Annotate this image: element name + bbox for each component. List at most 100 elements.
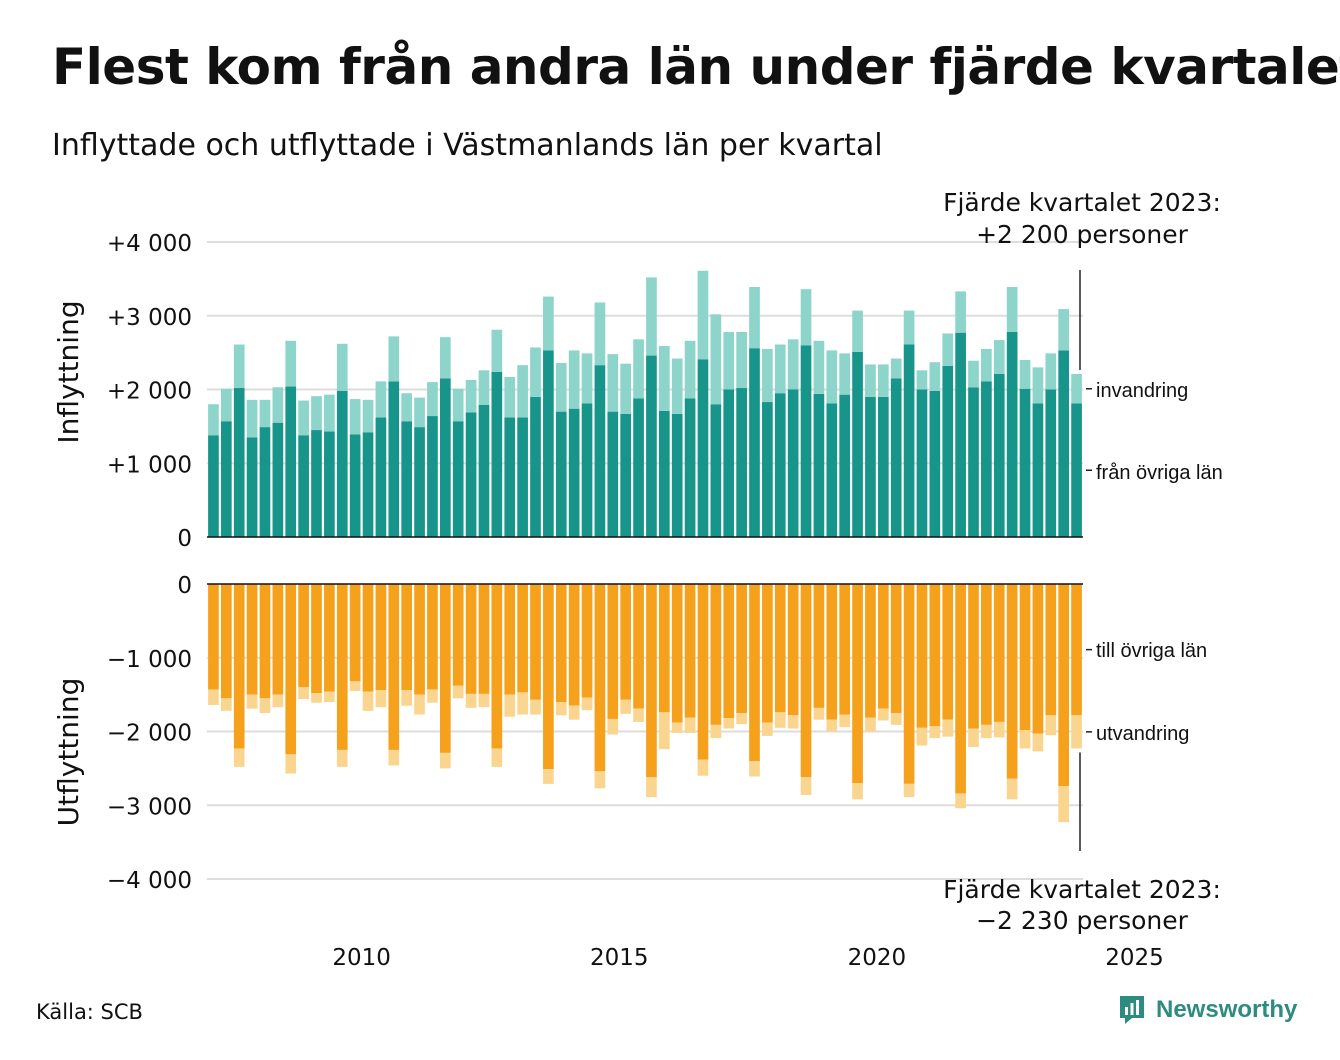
bar-outflow-domestic — [646, 584, 657, 778]
chart-subtitle: Inflyttade och utflyttade i Västmanlands… — [52, 128, 883, 163]
bar-inflow-immigration — [839, 353, 851, 395]
bar-outflow-emigration — [465, 693, 477, 708]
bar-outflow-domestic — [491, 584, 503, 749]
bar-inflow-domestic — [762, 402, 773, 537]
bar-outflow-emigration — [1019, 730, 1031, 749]
bar-inflow-immigration — [285, 340, 297, 387]
bar-outflow-emigration — [246, 694, 258, 709]
bar-inflow-immigration — [1071, 374, 1082, 404]
legend-immigration: invandring — [1096, 380, 1188, 402]
bar-outflow-domestic — [349, 584, 361, 682]
bar-outflow-domestic — [504, 584, 516, 695]
bar-outflow-domestic — [465, 584, 477, 694]
bar-inflow-domestic — [697, 359, 709, 537]
bar-outflow-domestic — [1058, 584, 1070, 787]
bar-outflow-emigration — [452, 685, 464, 699]
bar-inflow-immigration — [620, 363, 632, 414]
bar-outflow-domestic — [478, 584, 490, 694]
bar-inflow-domestic — [1058, 350, 1070, 537]
bar-inflow-domestic — [942, 365, 954, 537]
brand-name: Newsworthy — [1156, 996, 1298, 1023]
bar-inflow-immigration — [903, 310, 915, 345]
bar-inflow-immigration — [465, 379, 477, 413]
bar-outflow-emigration — [877, 708, 889, 721]
bar-outflow-domestic — [246, 584, 258, 695]
bar-inflow-domestic — [903, 344, 915, 537]
bar-outflow-emigration — [710, 724, 722, 739]
bar-inflow-domestic — [517, 417, 528, 537]
bar-inflow-domestic — [491, 371, 503, 537]
bar-outflow-emigration — [349, 681, 361, 691]
bar-outflow-domestic — [375, 584, 387, 691]
bar-outflow-emigration — [555, 702, 567, 716]
bar-inflow-immigration — [633, 339, 644, 399]
bar-inflow-domestic — [452, 421, 464, 537]
bar-outflow-emigration — [427, 689, 438, 703]
bar-inflow-immigration — [568, 350, 580, 409]
bar-inflow-immigration — [1019, 360, 1031, 389]
bar-outflow-domestic — [671, 584, 683, 723]
bar-inflow-immigration — [865, 364, 876, 397]
bar-inflow-domestic — [336, 390, 348, 537]
bar-inflow-domestic — [981, 381, 992, 537]
bar-inflow-immigration — [800, 289, 812, 346]
bar-outflow-domestic — [916, 584, 928, 728]
bar-inflow-domestic — [723, 389, 735, 537]
bar-outflow-emigration — [929, 726, 941, 739]
bar-inflow-immigration — [929, 362, 941, 391]
bar-outflow-domestic — [981, 584, 992, 725]
bar-inflow-immigration — [981, 348, 992, 382]
bar-inflow-domestic — [684, 398, 696, 537]
bar-inflow-immigration — [504, 376, 516, 418]
bar-outflow-domestic — [208, 584, 219, 690]
bar-outflow-domestic — [401, 584, 413, 691]
bar-inflow-domestic — [916, 389, 928, 537]
bar-outflow-emigration — [633, 708, 644, 722]
bar-inflow-domestic — [1071, 403, 1082, 537]
axes: 0 0 +1 000 −1 000 +2 000 −2 000 +3 000 −3 000 +4… — [107, 231, 1164, 971]
bar-inflow-immigration — [581, 353, 593, 404]
bar-outflow-emigration — [233, 748, 245, 767]
bar-outflow-domestic — [684, 584, 696, 718]
bar-outflow-domestic — [903, 584, 915, 784]
bar-outflow-domestic — [787, 584, 799, 716]
ytick-label-inflow: 0 — [177, 526, 192, 552]
bar-inflow-domestic — [929, 390, 941, 537]
bar-outflow-emigration — [942, 719, 954, 737]
bar-outflow-emigration — [968, 728, 979, 747]
bar-outflow-emigration — [208, 689, 219, 705]
bar-inflow-domestic — [220, 421, 232, 537]
bar-inflow-immigration — [530, 347, 541, 397]
annotation-top-line1: Fjärde kvartalet 2023: — [943, 188, 1221, 217]
bar-outflow-emigration — [826, 719, 838, 732]
bar-inflow-immigration — [594, 302, 606, 366]
ytick-label-inflow: +2 000 — [107, 379, 192, 405]
bar-outflow-emigration — [852, 783, 863, 800]
bar-inflow-immigration — [890, 358, 902, 379]
bar-inflow-domestic — [1045, 389, 1057, 537]
bar-outflow-domestic — [865, 584, 876, 718]
bar-outflow-domestic — [620, 584, 632, 700]
bar-outflow-emigration — [890, 713, 902, 725]
bar-outflow-emigration — [272, 694, 284, 708]
bar-outflow-domestic — [852, 584, 863, 784]
bar-inflow-immigration — [1045, 353, 1057, 390]
bar-outflow-domestic — [414, 584, 425, 695]
bar-inflow-domestic — [1006, 331, 1018, 537]
ytick-label-outflow: −2 000 — [107, 721, 192, 747]
bar-inflow-immigration — [439, 337, 451, 379]
bar-inflow-domestic — [736, 388, 747, 537]
bar-outflow-emigration — [581, 697, 593, 711]
ytick-label-outflow: −4 000 — [107, 868, 192, 894]
bar-outflow-emigration — [504, 694, 516, 717]
bar-inflow-domestic — [890, 378, 902, 537]
ytick-label-inflow: +3 000 — [107, 305, 192, 331]
bar-inflow-immigration — [311, 396, 322, 431]
bar-inflow-domestic — [877, 396, 889, 537]
bar-inflow-domestic — [813, 393, 825, 537]
xtick-label: 2010 — [332, 945, 391, 971]
bar-inflow-immigration — [877, 364, 889, 397]
legend-to-other-counties: till övriga län — [1096, 640, 1207, 662]
bar-inflow-immigration — [220, 388, 232, 422]
bar-outflow-domestic — [955, 584, 966, 794]
